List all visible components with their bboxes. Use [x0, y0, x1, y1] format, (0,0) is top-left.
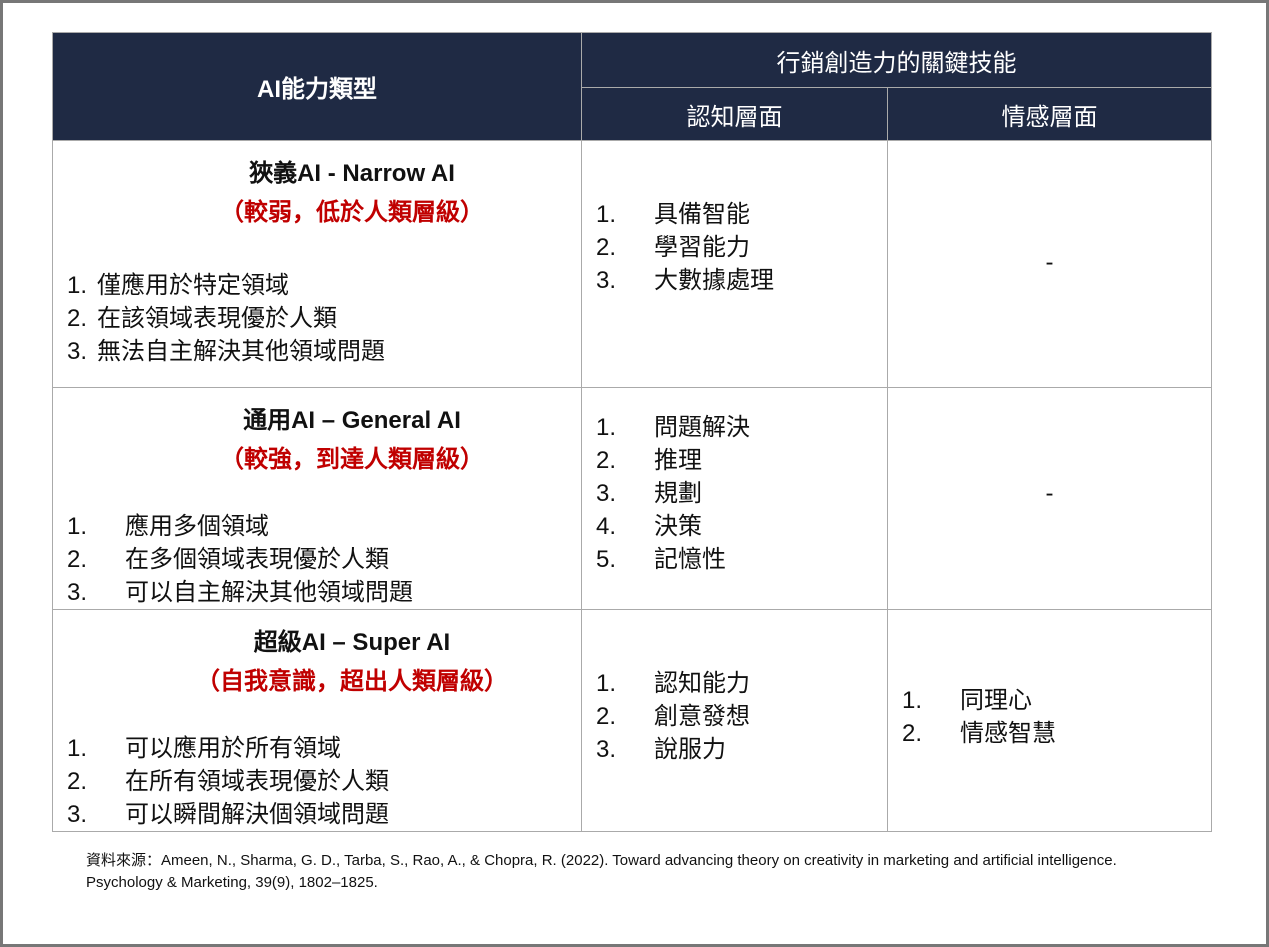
- trait-list: 1. 僅應用於特定領域 2. 在該領域表現優於人類 3. 無法自主解決其他領域問題: [53, 269, 581, 368]
- table-row: 通用AI – General AI （較強，到達人類層級） 1. 應用多個領域 2…: [52, 387, 1212, 610]
- list-item: 2. 在多個領域表現優於人類: [67, 546, 389, 573]
- header-marketing-skills: 行銷創造力的關鍵技能: [581, 32, 1212, 88]
- source-citation: 資料來源：Ameen, N., Sharma, G. D., Tarba, S.…: [86, 852, 1117, 891]
- ai-type-name: 通用AI – General AI: [243, 407, 461, 434]
- cognitive-cell: 1. 問題解決 2. 推理 3. 規劃 4. 決策 5. 記憶性: [581, 387, 888, 610]
- table-row: 狹義AI - Narrow AI （較弱，低於人類層級） 1. 僅應用於特定領域 …: [52, 140, 1212, 388]
- list-item: 1. 可以應用於所有領域: [67, 735, 341, 762]
- list-item: 1. 具備智能: [596, 201, 750, 228]
- list-item: 2. 情感智慧: [902, 720, 1056, 747]
- header-cognitive: 認知層面: [581, 87, 888, 141]
- list-item: 3. 大數據處理: [596, 267, 774, 294]
- list-item: 4. 決策: [596, 513, 702, 540]
- ai-type-name: 超級AI – Super AI: [253, 629, 451, 656]
- header-ai-type: AI能力類型: [52, 32, 582, 141]
- ai-type-cell: 超級AI – Super AI （自我意識，超出人類層級） 1. 可以應用於所有領…: [52, 609, 582, 832]
- list-item: 2. 學習能力: [596, 234, 750, 261]
- emotional-cell: -: [887, 140, 1212, 388]
- ai-type-name: 狹義AI - Narrow AI: [249, 160, 455, 187]
- list-item: 1. 同理心: [902, 687, 1032, 714]
- list-item: 2. 創意發想: [596, 703, 750, 730]
- trait-list: 1. 可以應用於所有領域 2. 在所有領域表現優於人類 3. 可以瞬間解決個領域問題: [53, 732, 581, 831]
- ai-capability-table: AI能力類型 行銷創造力的關鍵技能 認知層面 情感層面 狹義AI - Narro…: [52, 32, 1212, 832]
- ai-type-cell: 狹義AI - Narrow AI （較弱，低於人類層級） 1. 僅應用於特定領域 …: [52, 140, 582, 388]
- list-item: 3. 說服力: [596, 736, 726, 763]
- ai-type-cell: 通用AI – General AI （較強，到達人類層級） 1. 應用多個領域 2…: [52, 387, 582, 610]
- list-item: 3. 可以瞬間解決個領域問題: [67, 801, 389, 828]
- cognitive-cell: 1. 認知能力 2. 創意發想 3. 說服力: [581, 609, 888, 832]
- cognitive-list: 1. 問題解決 2. 推理 3. 規劃 4. 決策 5. 記憶性: [596, 411, 887, 576]
- empty-dash: -: [1045, 249, 1054, 276]
- list-item: 3. 無法自主解決其他領域問題: [67, 338, 385, 365]
- list-item: 3. 規劃: [596, 480, 702, 507]
- cognitive-cell: 1. 具備智能 2. 學習能力 3. 大數據處理: [581, 140, 888, 388]
- ai-type-level: （較弱，低於人類層級）: [220, 199, 484, 226]
- list-item: 1. 問題解決: [596, 414, 750, 441]
- cognitive-list: 1. 認知能力 2. 創意發想 3. 說服力: [596, 667, 887, 766]
- table-row: 超級AI – Super AI （自我意識，超出人類層級） 1. 可以應用於所有領…: [52, 609, 1212, 832]
- list-item: 2. 推理: [596, 447, 702, 474]
- cognitive-list: 1. 具備智能 2. 學習能力 3. 大數據處理: [596, 198, 887, 297]
- list-item: 3. 可以自主解決其他領域問題: [67, 579, 413, 606]
- ai-type-level: （較強，到達人類層級）: [220, 446, 484, 473]
- empty-dash: -: [1045, 480, 1054, 507]
- list-item: 2. 在所有領域表現優於人類: [67, 768, 389, 795]
- list-item: 1. 僅應用於特定領域: [67, 272, 289, 299]
- list-item: 5. 記憶性: [596, 546, 726, 573]
- list-item: 1. 應用多個領域: [67, 513, 269, 540]
- header-emotional: 情感層面: [887, 87, 1212, 141]
- emotional-cell: 1. 同理心 2. 情感智慧: [887, 609, 1212, 832]
- list-item: 1. 認知能力: [596, 670, 750, 697]
- ai-type-level: （自我意識，超出人類層級）: [196, 668, 508, 695]
- list-item: 2. 在該領域表現優於人類: [67, 305, 337, 332]
- emotional-cell: -: [887, 387, 1212, 610]
- emotional-list: 1. 同理心 2. 情感智慧: [902, 684, 1211, 750]
- trait-list: 1. 應用多個領域 2. 在多個領域表現優於人類 3. 可以自主解決其他領域問題: [53, 510, 581, 609]
